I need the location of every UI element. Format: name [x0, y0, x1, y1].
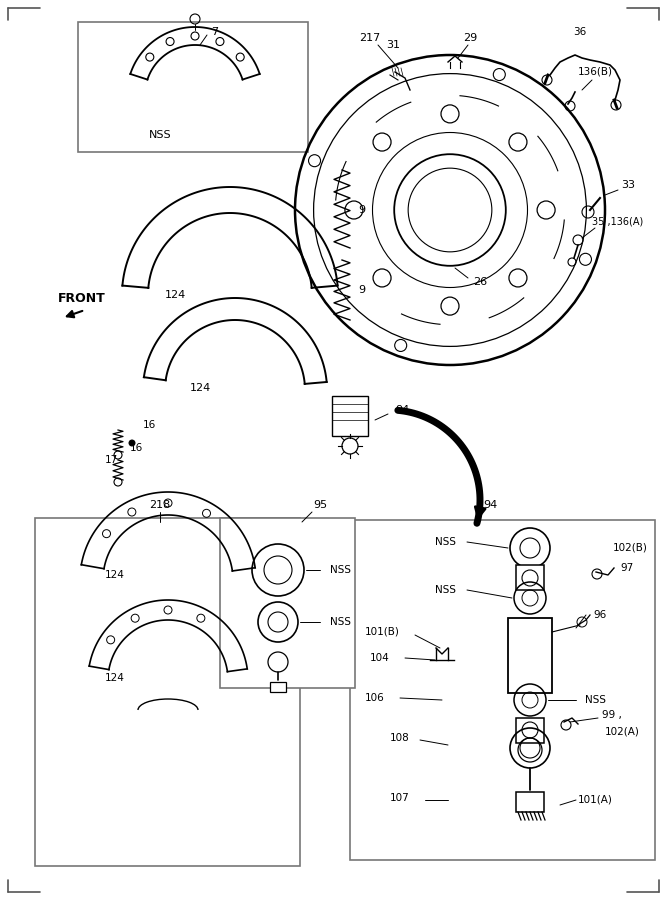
Text: 217: 217 — [360, 33, 381, 43]
Text: 94: 94 — [483, 500, 497, 510]
Text: 101(B): 101(B) — [365, 627, 400, 637]
Text: 124: 124 — [189, 383, 211, 393]
Text: 26: 26 — [473, 277, 487, 287]
Bar — [270, 682, 286, 692]
Bar — [350, 520, 655, 860]
Bar — [516, 718, 544, 743]
Bar — [516, 565, 544, 590]
Text: 136(B): 136(B) — [578, 67, 612, 77]
Text: NSS: NSS — [149, 130, 171, 140]
Text: 33: 33 — [621, 180, 635, 190]
Text: NSS: NSS — [330, 565, 351, 575]
Bar — [78, 22, 308, 152]
Circle shape — [129, 440, 135, 446]
Text: 9: 9 — [358, 285, 365, 295]
Text: 106: 106 — [365, 693, 385, 703]
Bar — [508, 618, 552, 693]
Text: NSS: NSS — [330, 617, 351, 627]
Text: 36: 36 — [574, 27, 586, 37]
Text: 94: 94 — [395, 405, 410, 415]
Text: NSS: NSS — [435, 585, 456, 595]
Text: 107: 107 — [390, 793, 410, 803]
Bar — [35, 518, 300, 866]
Bar — [332, 396, 368, 436]
Text: 7: 7 — [211, 27, 219, 37]
Text: 218: 218 — [149, 500, 171, 510]
Text: 101(A): 101(A) — [578, 795, 612, 805]
Text: 31: 31 — [386, 40, 400, 50]
Text: 35 ,136(A): 35 ,136(A) — [592, 217, 644, 227]
Text: 124: 124 — [105, 673, 125, 683]
Text: 102(A): 102(A) — [605, 727, 640, 737]
Text: 124: 124 — [164, 290, 185, 300]
Text: 17: 17 — [105, 455, 118, 465]
Bar — [516, 792, 544, 812]
Text: 99 ,: 99 , — [602, 710, 622, 720]
Text: 97: 97 — [620, 563, 633, 573]
Text: FRONT: FRONT — [58, 292, 106, 304]
Text: NSS: NSS — [435, 537, 456, 547]
Text: 16: 16 — [143, 420, 156, 430]
Text: 108: 108 — [390, 733, 410, 743]
Text: 104: 104 — [370, 653, 390, 663]
Bar — [220, 518, 355, 688]
Text: 9: 9 — [358, 205, 365, 215]
Text: 124: 124 — [105, 570, 125, 580]
Text: 96: 96 — [594, 610, 606, 620]
Text: 29: 29 — [463, 33, 477, 43]
Text: 102(B): 102(B) — [613, 543, 648, 553]
Text: 16: 16 — [130, 443, 143, 453]
Text: NSS: NSS — [584, 695, 606, 705]
Text: 95: 95 — [313, 500, 327, 510]
